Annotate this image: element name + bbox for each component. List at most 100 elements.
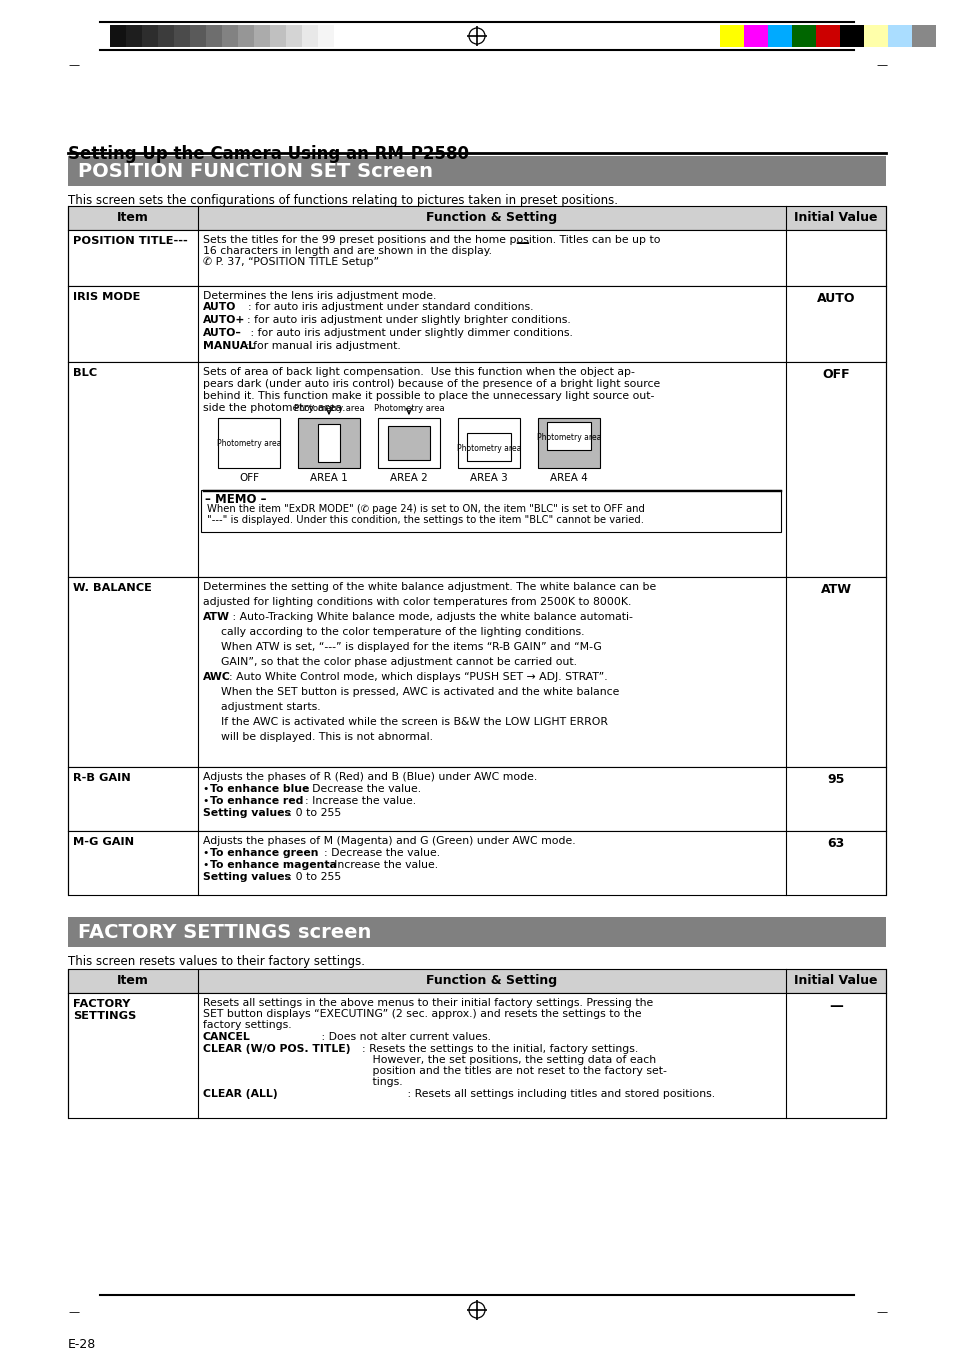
Bar <box>720 26 743 47</box>
Text: If the AWC is activated while the screen is B&W the LOW LIGHT ERROR: If the AWC is activated while the screen… <box>221 717 607 727</box>
Text: W. BALANCE: W. BALANCE <box>73 584 152 593</box>
Text: cally according to the color temperature of the lighting conditions.: cally according to the color temperature… <box>221 627 584 638</box>
Text: OFF: OFF <box>239 473 258 484</box>
Text: : 0 to 255: : 0 to 255 <box>285 808 341 817</box>
Bar <box>206 26 222 47</box>
Text: Setting Up the Camera Using an RM-P2580: Setting Up the Camera Using an RM-P2580 <box>68 145 469 163</box>
Text: position and the titles are not reset to the factory set-: position and the titles are not reset to… <box>355 1066 666 1075</box>
Text: FACTORY: FACTORY <box>73 998 131 1009</box>
Text: : Resets all settings including titles and stored positions.: : Resets all settings including titles a… <box>355 1089 715 1098</box>
Text: Setting values: Setting values <box>203 808 291 817</box>
Bar <box>815 26 840 47</box>
Text: adjustment starts.: adjustment starts. <box>221 703 320 712</box>
Text: adjusted for lighting conditions with color temperatures from 2500K to 8000K.: adjusted for lighting conditions with co… <box>203 597 631 607</box>
Text: AUTO: AUTO <box>816 292 854 305</box>
Bar <box>68 155 885 186</box>
Bar <box>911 26 935 47</box>
Text: 63: 63 <box>826 838 843 850</box>
Text: —: — <box>828 998 842 1013</box>
Bar <box>286 26 302 47</box>
Text: : for auto iris adjustment under slightly dimmer conditions.: : for auto iris adjustment under slightl… <box>233 328 572 338</box>
Bar <box>743 26 767 47</box>
Bar <box>68 969 885 993</box>
Text: •: • <box>203 796 213 807</box>
Bar <box>546 422 590 450</box>
Bar <box>158 26 173 47</box>
Text: E-28: E-28 <box>68 1337 96 1351</box>
Text: Photometry area: Photometry area <box>216 439 281 449</box>
Text: 95: 95 <box>826 773 843 786</box>
Bar <box>68 362 885 577</box>
Bar <box>457 417 519 467</box>
Bar <box>253 26 270 47</box>
Text: ATW: ATW <box>203 612 230 621</box>
Text: AREA 2: AREA 2 <box>390 473 428 484</box>
Text: Adjusts the phases of M (Magenta) and G (Green) under AWC mode.: Adjusts the phases of M (Magenta) and G … <box>203 836 575 846</box>
Text: •: • <box>203 784 213 794</box>
Bar <box>68 831 885 894</box>
Text: •: • <box>203 861 213 870</box>
Text: To enhance red: To enhance red <box>210 796 303 807</box>
Bar <box>68 917 885 947</box>
Bar <box>68 286 885 362</box>
Text: —: — <box>68 1306 79 1317</box>
Text: ✆ P. 37, “POSITION TITLE Setup”: ✆ P. 37, “POSITION TITLE Setup” <box>203 257 378 267</box>
Text: CLEAR (ALL): CLEAR (ALL) <box>203 1089 277 1098</box>
Text: : 0 to 255: : 0 to 255 <box>285 871 341 882</box>
Text: When the item "ExDR MODE" (✆ page 24) is set to ON, the item "BLC" is set to OFF: When the item "ExDR MODE" (✆ page 24) is… <box>207 504 644 513</box>
Bar <box>767 26 791 47</box>
Text: M-G GAIN: M-G GAIN <box>73 838 134 847</box>
Text: Setting values: Setting values <box>203 871 291 882</box>
Text: – MEMO –: – MEMO – <box>205 493 266 507</box>
Text: Function & Setting: Function & Setting <box>426 211 557 224</box>
Text: Resets all settings in the above menus to their initial factory settings. Pressi: Resets all settings in the above menus t… <box>203 998 653 1008</box>
Text: Photometry area: Photometry area <box>294 404 364 413</box>
Text: SETTINGS: SETTINGS <box>73 1011 136 1021</box>
Text: "---" is displayed. Under this condition, the settings to the item "BLC" cannot : "---" is displayed. Under this condition… <box>207 515 643 526</box>
Text: AREA 1: AREA 1 <box>310 473 348 484</box>
Text: However, the set positions, the setting data of each: However, the set positions, the setting … <box>355 1055 656 1065</box>
Text: will be displayed. This is not abnormal.: will be displayed. This is not abnormal. <box>221 732 433 742</box>
Text: When ATW is set, “---” is displayed for the items “R-B GAIN” and “M-G: When ATW is set, “---” is displayed for … <box>221 642 601 653</box>
Text: To enhance blue: To enhance blue <box>210 784 309 794</box>
Text: Sets of area of back light compensation.  Use this function when the object ap-: Sets of area of back light compensation.… <box>203 367 634 377</box>
Text: This screen sets the configurations of functions relating to pictures taken in p: This screen sets the configurations of f… <box>68 195 618 207</box>
Text: POSITION TITLE---: POSITION TITLE--- <box>73 236 188 246</box>
Text: AWC: AWC <box>203 671 231 682</box>
Text: POSITION FUNCTION SET Screen: POSITION FUNCTION SET Screen <box>78 162 433 181</box>
Bar <box>791 26 815 47</box>
Text: FACTORY SETTINGS screen: FACTORY SETTINGS screen <box>78 923 371 942</box>
Bar <box>863 26 887 47</box>
Bar <box>222 26 237 47</box>
Text: : Resets the settings to the initial, factory settings.: : Resets the settings to the initial, fa… <box>355 1044 638 1054</box>
Text: SET button displays “EXECUTING” (2 sec. approx.) and resets the settings to the: SET button displays “EXECUTING” (2 sec. … <box>203 1009 641 1019</box>
Text: To enhance magenta: To enhance magenta <box>210 861 336 870</box>
Text: : for manual iris adjustment.: : for manual iris adjustment. <box>239 340 400 351</box>
Text: Adjusts the phases of R (Red) and B (Blue) under AWC mode.: Adjusts the phases of R (Red) and B (Blu… <box>203 771 537 782</box>
Text: : for auto iris adjustment under slightly brighter conditions.: : for auto iris adjustment under slightl… <box>233 315 570 326</box>
Text: tings.: tings. <box>355 1077 402 1088</box>
Text: side the photometry area.: side the photometry area. <box>203 403 345 413</box>
Text: Photometry area: Photometry area <box>537 434 600 442</box>
Text: pears dark (under auto iris control) because of the presence of a bright light s: pears dark (under auto iris control) bec… <box>203 380 659 389</box>
Text: Photometry area: Photometry area <box>456 444 520 453</box>
Bar <box>270 26 286 47</box>
Bar <box>190 26 206 47</box>
Text: : Decrease the value.: : Decrease the value. <box>305 784 420 794</box>
Text: Initial Value: Initial Value <box>794 211 877 224</box>
Text: : Does not alter current values.: : Does not alter current values. <box>254 1032 491 1042</box>
Bar <box>68 993 885 1119</box>
Text: 16 characters in length and are shown in the display.: 16 characters in length and are shown in… <box>203 246 492 255</box>
Text: This screen resets values to their factory settings.: This screen resets values to their facto… <box>68 955 365 969</box>
Bar <box>110 26 126 47</box>
Text: : Increase the value.: : Increase the value. <box>319 861 437 870</box>
Text: Determines the lens iris adjustment mode.: Determines the lens iris adjustment mode… <box>203 290 436 301</box>
Text: CANCEL: CANCEL <box>203 1032 251 1042</box>
Bar <box>218 417 280 467</box>
Bar <box>377 417 439 467</box>
Text: —: — <box>875 1306 886 1317</box>
Bar <box>317 26 334 47</box>
Bar <box>68 205 885 230</box>
Text: When the SET button is pressed, AWC is activated and the white balance: When the SET button is pressed, AWC is a… <box>221 688 618 697</box>
Text: Function & Setting: Function & Setting <box>426 974 557 988</box>
